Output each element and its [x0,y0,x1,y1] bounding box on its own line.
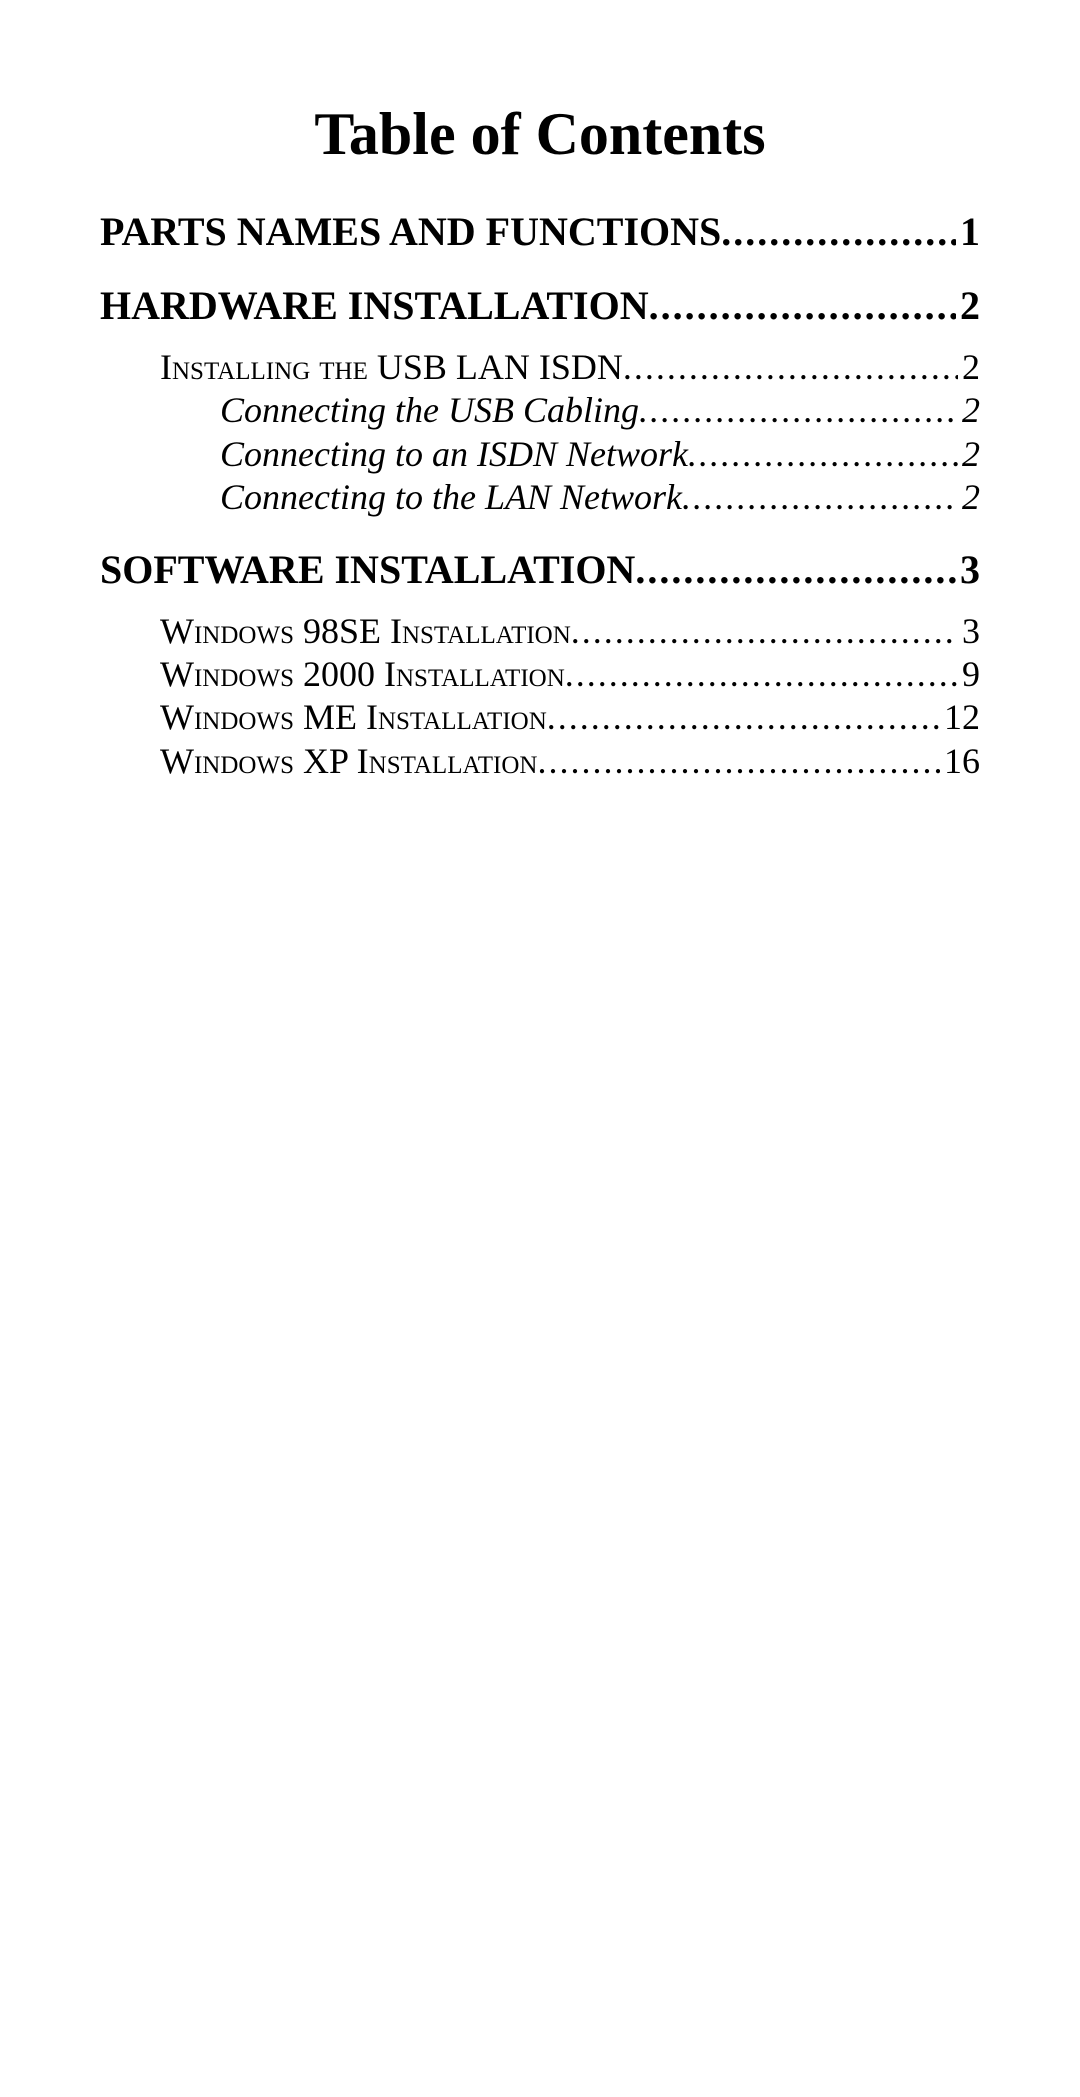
toc-entry-l1: PARTS NAMES AND FUNCTIONS ..............… [100,209,980,255]
toc-leader-dots: ........................................… [721,209,956,255]
toc-entry-page: 1 [956,209,980,255]
toc-entry-label: Connecting the USB Cabling [220,390,639,431]
toc-entry-page: 3 [958,611,980,652]
toc-title: Table of Contents [100,100,980,169]
toc-section: HARDWARE INSTALLATION ..................… [100,283,980,519]
toc-leader-dots: ........................................… [571,611,958,652]
toc-entry-l1: SOFTWARE INSTALLATION ..................… [100,547,980,593]
toc-leader-dots: ........................................… [682,477,958,518]
toc-entry-page: 2 [956,283,980,329]
toc-entry-label: Connecting to the LAN Network [220,477,682,518]
toc-entry-label: HARDWARE INSTALLATION [100,283,649,329]
toc-leader-dots: ........................................… [547,697,940,738]
toc-entry-label: Connecting to an ISDN Network [220,434,688,475]
toc-entry-l3: Connecting the USB Cabling .............… [100,390,980,431]
toc-entry-l3: Connecting to the LAN Network ..........… [100,477,980,518]
toc-entry-l2: Installing the USB LAN ISDN ............… [100,347,980,388]
toc-entry-label: Windows 2000 Installation [160,654,565,695]
toc-leader-dots: ........................................… [635,547,956,593]
toc-entry-label: SOFTWARE INSTALLATION [100,547,635,593]
toc-entry-label: Windows ME Installation [160,697,547,738]
toc-entry-page: 3 [956,547,980,593]
toc-leader-dots: ........................................… [623,347,958,388]
toc-entry-page: 16 [940,741,980,782]
toc-page: Table of Contents PARTS NAMES AND FUNCTI… [0,0,1080,782]
toc-section: PARTS NAMES AND FUNCTIONS ..............… [100,209,980,255]
toc-entry-page: 2 [958,477,980,518]
toc-entry-page: 2 [958,347,980,388]
toc-leader-dots: ........................................… [639,390,958,431]
toc-leader-dots: ........................................… [537,741,940,782]
toc-leader-dots: ........................................… [565,654,958,695]
toc-leader-dots: ........................................… [649,283,956,329]
toc-entry-page: 9 [958,654,980,695]
toc-section: SOFTWARE INSTALLATION ..................… [100,547,980,783]
toc-entry-label: PARTS NAMES AND FUNCTIONS [100,209,721,255]
toc-entry-l2: Windows 98SE Installation ..............… [100,611,980,652]
toc-entry-label: Windows XP Installation [160,741,537,782]
toc-entry-l2: Windows ME Installation ................… [100,697,980,738]
toc-entry-l3: Connecting to an ISDN Network ..........… [100,434,980,475]
toc-entry-page: 2 [958,390,980,431]
toc-entry-label: Installing the USB LAN ISDN [160,347,623,388]
toc-entry-page: 12 [940,697,980,738]
toc-entry-l2: Windows 2000 Installation ..............… [100,654,980,695]
toc-leader-dots: ........................................… [688,434,958,475]
toc-entry-l2: Windows XP Installation ................… [100,741,980,782]
toc-entry-label: Windows 98SE Installation [160,611,571,652]
toc-entry-page: 2 [958,434,980,475]
toc-entry-l1: HARDWARE INSTALLATION ..................… [100,283,980,329]
